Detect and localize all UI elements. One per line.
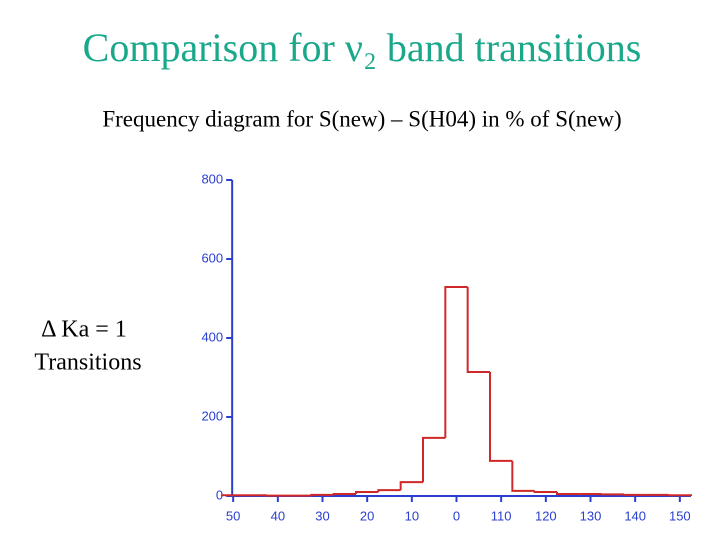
histogram-bin — [489, 371, 513, 462]
y-tick-label: 200 — [201, 408, 223, 423]
annotation: Δ Ka = 1 — [41, 317, 127, 343]
histogram-bin — [444, 286, 468, 438]
y-tick-label: 400 — [201, 329, 223, 344]
y-tick-label: 0 — [216, 487, 223, 502]
x-tick-label: 120 — [535, 508, 557, 523]
histogram-bin — [332, 493, 356, 496]
histogram-bin — [310, 493, 334, 496]
histogram-bin — [399, 481, 423, 491]
x-tick-label: 130 — [580, 508, 602, 523]
histogram-bin — [355, 491, 379, 495]
x-tick-label: 0 — [453, 508, 460, 523]
x-tick-label: 10 — [405, 508, 419, 523]
histogram-bin — [422, 436, 446, 483]
histogram-bin — [667, 494, 692, 497]
x-tick-label: 30 — [315, 508, 329, 523]
x-tick-label: 150 — [669, 508, 691, 523]
annotation: Transitions — [34, 350, 141, 376]
subtitle: Frequency diagram for S(new) – S(H04) in… — [102, 106, 621, 131]
histogram-bin — [556, 492, 580, 496]
x-tick-label: 20 — [360, 508, 374, 523]
x-tick-label: 40 — [271, 508, 285, 523]
y-tick-label: 800 — [201, 171, 223, 186]
histogram-bin — [511, 460, 535, 492]
slide-title: Comparison for ν₂ band transitions — [83, 25, 642, 70]
histogram-bin — [221, 494, 245, 497]
x-tick-label: 50 — [226, 508, 240, 523]
histogram-bin — [533, 490, 557, 494]
histogram-bin — [377, 489, 401, 493]
x-tick-label: 110 — [491, 508, 512, 523]
y-tick-label: 600 — [201, 250, 223, 265]
x-tick-label: 140 — [624, 508, 646, 523]
histogram-bin — [466, 287, 490, 373]
